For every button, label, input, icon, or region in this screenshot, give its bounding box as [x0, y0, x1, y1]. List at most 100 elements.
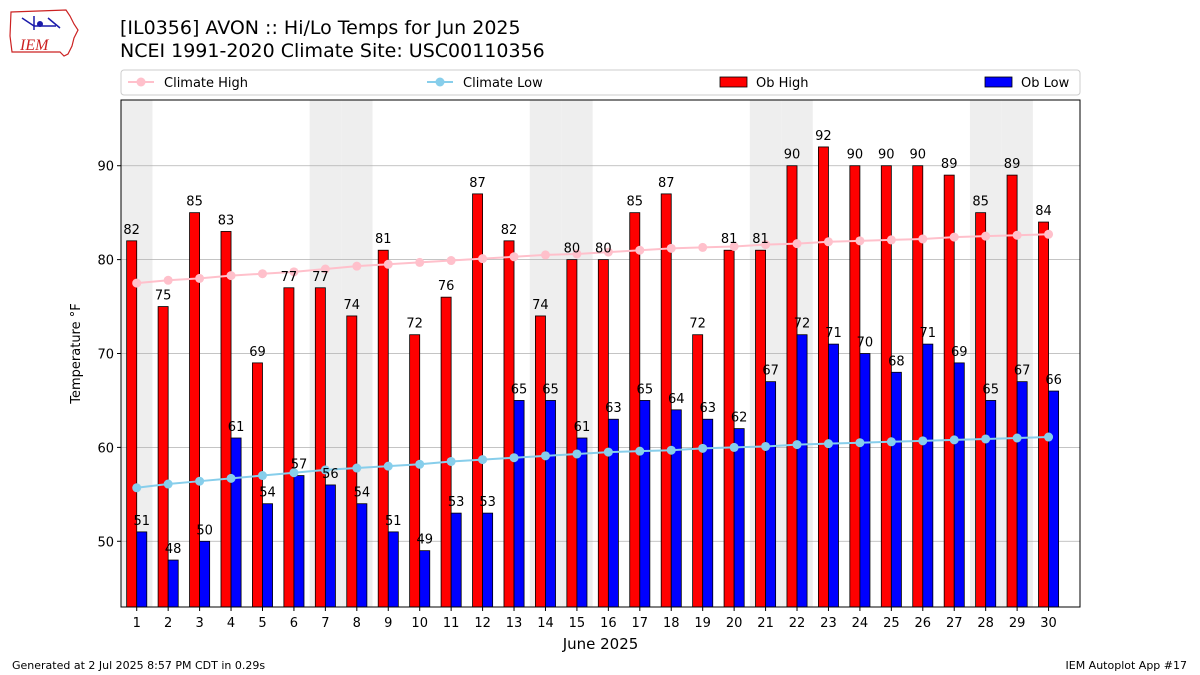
climate-low-point — [603, 447, 613, 457]
ob-high-label: 75 — [155, 289, 172, 304]
x-tick-label: 24 — [852, 616, 869, 631]
climate-high-point — [823, 237, 833, 247]
climate-low-point — [698, 443, 708, 453]
ob-high-label: 72 — [689, 317, 706, 332]
ob-low-label: 48 — [165, 542, 182, 557]
ob-high-bar — [849, 165, 861, 608]
ob-low-label: 61 — [574, 420, 591, 435]
ob-low-label: 71 — [920, 326, 937, 341]
climate-low-point — [226, 473, 236, 483]
ob-low-label: 54 — [354, 486, 371, 501]
x-tick-label: 22 — [789, 616, 806, 631]
climate-high-point — [446, 256, 456, 266]
x-tick-label: 17 — [632, 616, 649, 631]
x-tick-label: 16 — [600, 616, 617, 631]
x-tick-label: 11 — [443, 616, 460, 631]
x-tick-label: 21 — [757, 616, 774, 631]
ob-high-label: 87 — [658, 176, 675, 191]
climate-low-point — [761, 441, 771, 451]
climate-high-point — [320, 264, 330, 274]
climate-high-point — [886, 235, 896, 245]
x-tick-label: 19 — [694, 616, 711, 631]
ob-high-bar — [723, 249, 735, 608]
ob-low-bar — [985, 400, 997, 608]
ob-high-label: 87 — [469, 176, 486, 191]
climate-high-point — [949, 232, 959, 242]
ob-high-label: 83 — [218, 213, 235, 228]
x-tick-label: 8 — [353, 616, 361, 631]
climate-low-point — [729, 442, 739, 452]
ob-high-label: 82 — [123, 223, 140, 238]
ob-low-label: 68 — [888, 354, 905, 369]
climate-low-point — [509, 453, 519, 463]
ob-high-bar — [786, 165, 798, 608]
climate-low-point — [257, 471, 267, 481]
climate-low-point — [918, 436, 928, 446]
x-tick-label: 15 — [569, 616, 586, 631]
ob-high-bar — [535, 315, 546, 608]
ob-high-label: 80 — [564, 242, 581, 257]
ob-high-bar — [755, 249, 766, 608]
svg-text:IEM: IEM — [19, 37, 50, 54]
climate-low-point — [195, 476, 205, 486]
ob-high-bar — [503, 240, 515, 608]
climate-high-point — [132, 278, 142, 288]
climate-low-point — [320, 465, 330, 475]
x-tick-label: 28 — [977, 616, 994, 631]
ob-high-label: 90 — [878, 148, 895, 163]
x-tick-label: 30 — [1040, 616, 1057, 631]
y-tick-label: 90 — [97, 160, 114, 175]
ob-low-bar — [513, 400, 525, 608]
y-tick-label: 70 — [97, 348, 114, 363]
y-tick-label: 80 — [97, 254, 114, 269]
ob-high-bar — [409, 334, 421, 608]
ob-low-label: 49 — [416, 533, 433, 548]
ob-low-bar — [922, 343, 934, 608]
ob-low-bar — [324, 484, 336, 608]
ob-low-bar — [639, 400, 651, 608]
ob-low-bar — [262, 503, 273, 608]
ob-high-bar — [346, 315, 358, 608]
climate-low-point — [478, 455, 488, 465]
ob-low-bar — [733, 428, 745, 608]
ob-low-label: 67 — [1014, 364, 1031, 379]
ob-low-label: 69 — [951, 345, 968, 360]
x-tick-label: 26 — [915, 616, 932, 631]
x-tick-label: 14 — [537, 616, 554, 631]
climate-low-point — [949, 435, 959, 445]
ob-high-bar — [912, 165, 924, 608]
climate-high-point — [666, 243, 676, 253]
climate-high-point — [226, 271, 236, 281]
iem-logo: IEM — [8, 6, 80, 60]
ob-high-bar — [157, 306, 169, 608]
ob-high-bar — [126, 240, 138, 608]
ob-high-label: 77 — [312, 270, 329, 285]
ob-low-label: 53 — [479, 495, 496, 510]
climate-high-point — [635, 245, 645, 255]
ob-low-label: 63 — [605, 401, 622, 416]
ob-high-bar — [817, 146, 829, 608]
climate-low-point — [415, 459, 425, 469]
ob-low-bar — [576, 437, 588, 608]
ob-high-bar — [597, 259, 609, 608]
climate-high-point — [478, 254, 488, 264]
legend-box — [120, 69, 1081, 96]
ob-low-label: 65 — [511, 382, 528, 397]
ob-high-label: 84 — [1035, 204, 1052, 219]
ob-low-bar — [356, 503, 368, 608]
x-tick-label: 4 — [227, 616, 235, 631]
ob-low-bar — [450, 512, 462, 608]
climate-low-point — [666, 445, 676, 455]
ob-low-label: 71 — [825, 326, 842, 341]
climate-high-point — [540, 250, 550, 260]
climate-low-point — [886, 437, 896, 447]
ob-low-bar — [953, 362, 965, 608]
ob-high-bar — [629, 212, 641, 608]
ob-high-label: 69 — [249, 345, 266, 360]
ob-low-label: 62 — [731, 411, 748, 426]
ob-low-label: 61 — [228, 420, 245, 435]
climate-low-point — [540, 451, 550, 461]
ob-low-label: 72 — [794, 317, 811, 332]
ob-high-label: 90 — [784, 148, 801, 163]
